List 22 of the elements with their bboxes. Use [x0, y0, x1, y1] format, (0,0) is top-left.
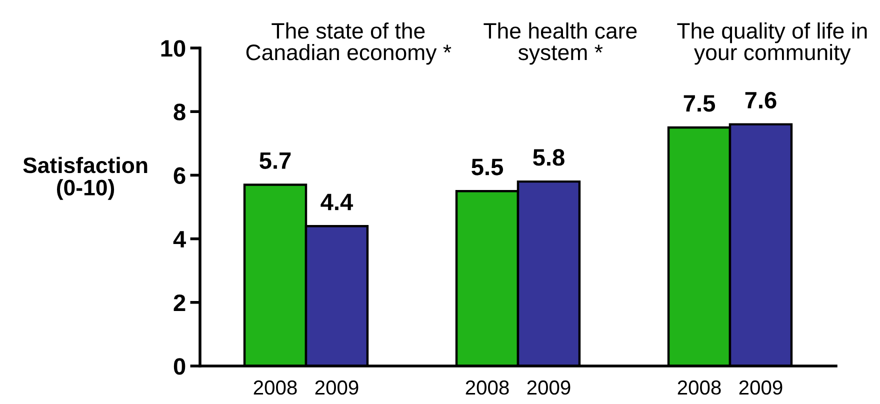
y-tick-label: 0: [174, 358, 186, 375]
text: 2009: [739, 380, 782, 395]
data-label: 4.4: [320, 194, 354, 210]
y-tick-label: 6: [174, 167, 186, 184]
series-label: 2008: [254, 380, 297, 395]
y-tick-label: 8: [174, 104, 186, 120]
y-tick-label: 2: [174, 294, 186, 311]
x-tick-label: The health care system *: [484, 22, 637, 65]
data-label: 5.7: [260, 152, 291, 169]
text: 2008: [678, 380, 721, 395]
series-label: 2009: [315, 380, 358, 395]
data-label: 5.5: [472, 158, 504, 176]
text: 2008: [466, 380, 509, 395]
text: 2009: [527, 380, 570, 395]
y-tick-label: 10: [161, 40, 186, 57]
data-label: 7.5: [684, 95, 716, 112]
y-tick-label: 4: [173, 231, 186, 248]
data-label: 7.6: [745, 92, 776, 109]
data-label: 5.8: [533, 149, 564, 166]
x-tick-label: The quality of life in your community: [677, 22, 867, 65]
x-tick-label: The state of the Canadian economy *: [246, 22, 452, 65]
y-axis-title: Satisfaction (0-10): [23, 156, 148, 200]
